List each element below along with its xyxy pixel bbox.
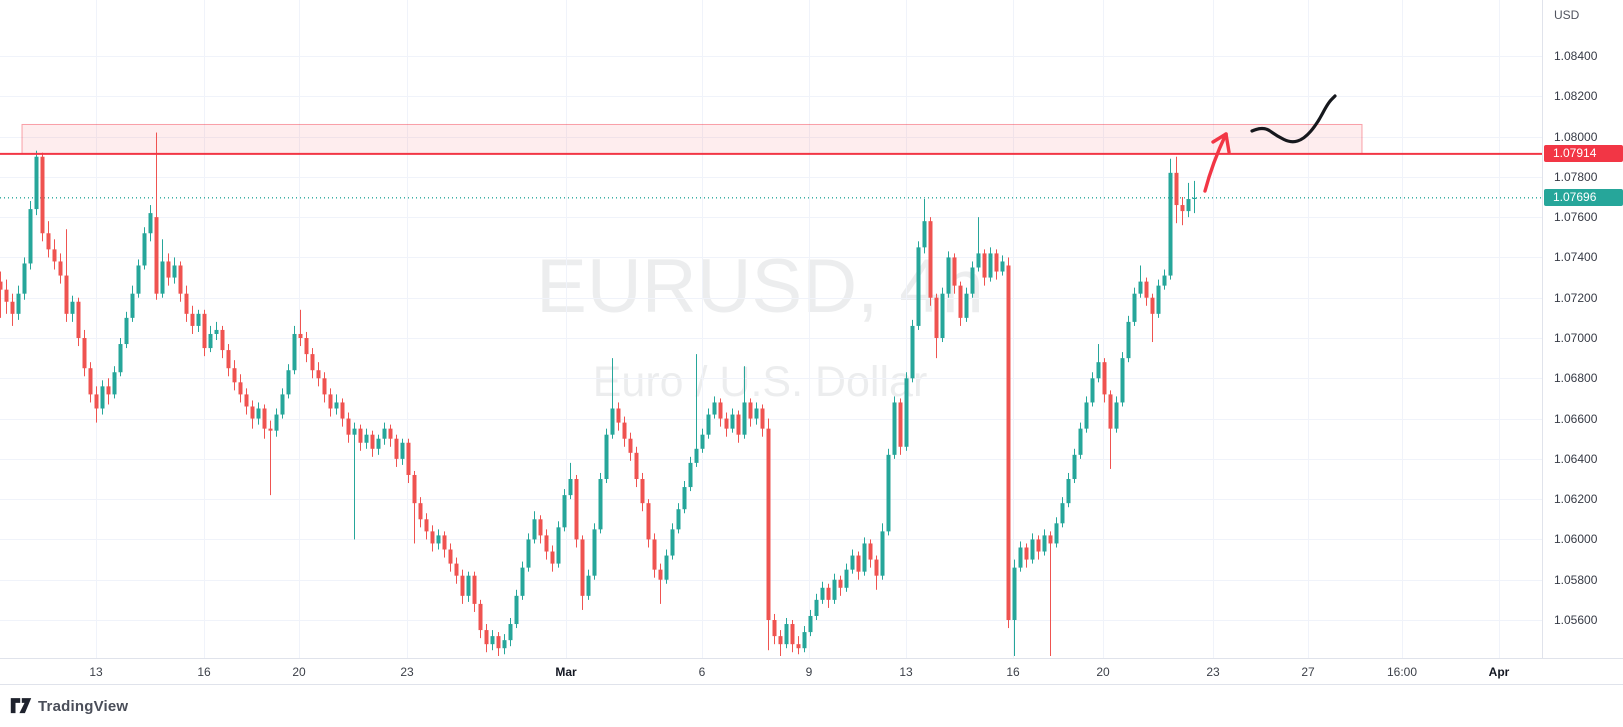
price-tick-label: 1.06600 [1554, 412, 1598, 426]
price-tick-label: 1.06400 [1554, 452, 1598, 466]
price-tick-label: 1.05600 [1554, 613, 1598, 627]
time-tick-label: Apr [1488, 665, 1510, 679]
time-tick-label: 20 [292, 665, 306, 679]
chart-pane[interactable]: EURUSD, 4h Euro / U.S. Dollar [0, 0, 1542, 658]
price-tick-label: 1.08200 [1554, 89, 1598, 103]
price-tick-label: 1.07600 [1554, 210, 1598, 224]
time-tick-label: 13 [899, 665, 913, 679]
freehand-curve-annotation[interactable] [1250, 94, 1337, 144]
time-tick-label: 16:00 [1386, 665, 1418, 679]
time-tick-label: 23 [400, 665, 414, 679]
time-tick-label: Mar [555, 665, 577, 679]
currency-label: USD [1554, 8, 1580, 22]
time-tick-label: 23 [1206, 665, 1220, 679]
time-tick-label: 6 [698, 665, 706, 679]
time-tick-label: 13 [89, 665, 103, 679]
time-tick-label: 16 [197, 665, 211, 679]
price-tick-label: 1.08400 [1554, 49, 1598, 63]
arrow-annotation[interactable] [1203, 132, 1231, 193]
price-tick-label: 1.07000 [1554, 331, 1598, 345]
price-tick-label: 1.07400 [1554, 250, 1598, 264]
price-tick-label: 1.06800 [1554, 371, 1598, 385]
supply-zone-drawing[interactable] [21, 123, 1363, 155]
price-tick-label: 1.08000 [1554, 130, 1598, 144]
time-tick-label: 20 [1096, 665, 1110, 679]
time-axis[interactable]: 13 16 20 23 Mar 6 9 13 16 20 23 27 16:00 Apr [0, 658, 1623, 685]
price-tick-label: 1.07200 [1554, 291, 1598, 305]
watermark-description: Euro / U.S. Dollar [593, 358, 928, 406]
time-tick-label: 27 [1301, 665, 1315, 679]
tradingview-logo-text: TradingView [38, 697, 129, 715]
time-tick-label: 16 [1006, 665, 1020, 679]
candles-series[interactable] [0, 132, 1197, 656]
candlestick-chart[interactable]: EURUSD, 4h Euro / U.S. Dollar [0, 0, 1542, 658]
price-tick-label: 1.06000 [1554, 532, 1598, 546]
price-tick-label: 1.06200 [1554, 492, 1598, 506]
price-axis[interactable]: USD 1.08400 1.08200 1.08000 1.07800 1.07600 1… [1542, 0, 1623, 685]
tradingview-logo[interactable]: TradingView [10, 697, 128, 715]
watermark-symbol: EURUSD, 4h [536, 244, 984, 329]
alert-price-label: 1.07914 [1544, 145, 1623, 162]
price-tick-label: 1.05800 [1554, 573, 1598, 587]
price-tick-label: 1.07800 [1554, 170, 1598, 184]
time-tick-label: 9 [805, 665, 813, 679]
grid-lines [0, 0, 1542, 658]
tradingview-mark-icon [10, 698, 32, 714]
last-price-label: 1.07696 [1544, 189, 1623, 206]
